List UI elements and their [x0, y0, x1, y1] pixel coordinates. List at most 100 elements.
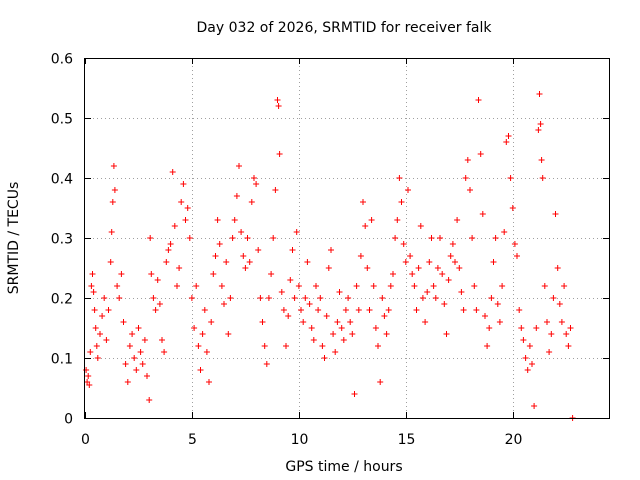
- data-point: [133, 367, 140, 373]
- chart-title: Day 032 of 2026, SRMTID for receiver fal…: [197, 20, 493, 36]
- data-point: [514, 253, 520, 259]
- data-point: [105, 307, 112, 313]
- data-point: [184, 205, 191, 211]
- data-point: [321, 355, 328, 361]
- data-point: [94, 355, 101, 361]
- data-point: [471, 283, 478, 289]
- data-point: [120, 319, 127, 325]
- data-point: [338, 325, 345, 331]
- data-point: [441, 301, 448, 307]
- data-point: [347, 319, 354, 325]
- data-point: [409, 271, 416, 277]
- data-point: [452, 259, 458, 265]
- data-point: [129, 331, 136, 337]
- data-point: [411, 283, 418, 289]
- data-point: [233, 193, 240, 199]
- data-point: [538, 157, 545, 163]
- data-point: [137, 349, 144, 355]
- data-point: [159, 337, 165, 343]
- data-point: [99, 313, 106, 319]
- data-point: [366, 307, 373, 313]
- data-point: [257, 295, 264, 301]
- data-point: [524, 367, 531, 373]
- data-point: [509, 205, 516, 211]
- data-point: [400, 241, 407, 247]
- data-point: [443, 331, 450, 337]
- data-point: [238, 229, 245, 235]
- data-point: [548, 331, 555, 337]
- data-point: [246, 259, 253, 265]
- data-point: [154, 277, 161, 283]
- data-point: [330, 331, 337, 337]
- data-point: [206, 379, 212, 385]
- data-point: [165, 247, 172, 253]
- data-point: [317, 295, 324, 301]
- data-point: [349, 331, 356, 337]
- data-point: [210, 271, 217, 277]
- data-point: [351, 391, 358, 397]
- data-point: [91, 307, 98, 313]
- data-point: [214, 217, 221, 223]
- data-point: [259, 319, 266, 325]
- data-point: [274, 97, 281, 103]
- data-point: [522, 355, 529, 361]
- data-point: [146, 397, 153, 403]
- data-point: [362, 223, 369, 229]
- data-point: [221, 301, 227, 307]
- data-point: [434, 265, 441, 271]
- data-point: [253, 181, 260, 187]
- data-point: [122, 361, 129, 367]
- data-point: [364, 265, 371, 271]
- data-point: [201, 307, 208, 313]
- data-point: [462, 175, 469, 181]
- data-point: [118, 271, 125, 277]
- data-point: [270, 235, 277, 241]
- data-point: [503, 139, 510, 145]
- data-point: [407, 253, 414, 259]
- data-point: [454, 217, 461, 223]
- data-point: [340, 337, 347, 343]
- axis-ticks: 0 0.1 0.2 0.3 0.4 0.5 0.6 0 5 10 15 20: [51, 52, 609, 448]
- data-point: [424, 289, 431, 295]
- y-tick-label: 0.5: [51, 112, 73, 128]
- data-point: [392, 235, 399, 241]
- data-point: [182, 217, 189, 223]
- data-point: [225, 331, 232, 337]
- data-point: [345, 295, 352, 301]
- data-point: [275, 103, 282, 109]
- data-point: [242, 265, 249, 271]
- x-tick-label: 15: [398, 432, 416, 448]
- data-point: [428, 235, 435, 241]
- data-point: [295, 283, 302, 289]
- data-point: [276, 151, 283, 157]
- data-point: [161, 349, 168, 355]
- data-point: [501, 229, 508, 235]
- data-point: [413, 307, 420, 313]
- data-point: [108, 229, 115, 235]
- data-point: [218, 283, 225, 289]
- data-point: [447, 253, 454, 259]
- data-point: [484, 343, 491, 349]
- data-point: [255, 247, 262, 253]
- data-point: [135, 325, 142, 331]
- data-point: [554, 265, 561, 271]
- data-point: [469, 235, 476, 241]
- data-point: [287, 277, 294, 283]
- data-point: [355, 307, 362, 313]
- y-tick-label: 0: [64, 412, 73, 428]
- data-point: [272, 187, 279, 193]
- data-point: [477, 151, 484, 157]
- data-point: [488, 295, 495, 301]
- data-point: [280, 307, 287, 313]
- data-point: [492, 235, 499, 241]
- data-point: [332, 349, 339, 355]
- data-point: [199, 331, 206, 337]
- data-point: [178, 199, 185, 205]
- data-point: [263, 361, 270, 367]
- data-point: [223, 259, 230, 265]
- data-point: [379, 295, 386, 301]
- data-point: [402, 259, 409, 265]
- data-point: [107, 259, 114, 265]
- data-point: [464, 157, 471, 163]
- data-point: [533, 325, 540, 331]
